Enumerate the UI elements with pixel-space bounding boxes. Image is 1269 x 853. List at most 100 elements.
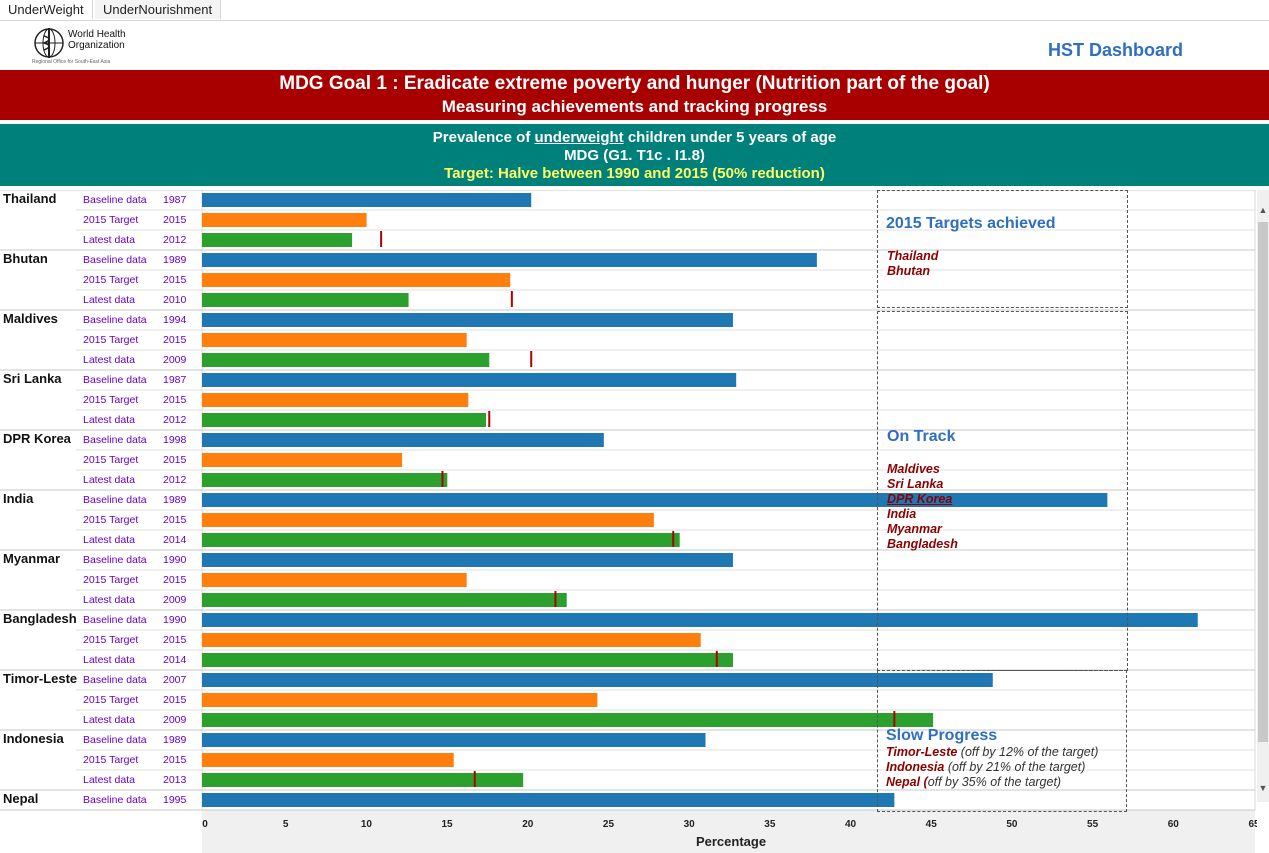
x-tick-label: 15: [442, 819, 454, 830]
scrollbar-thumb[interactable]: [1258, 222, 1268, 742]
row-year-label: 2012: [163, 234, 187, 246]
bar-target: [202, 633, 701, 647]
country-label: Sri Lanka: [3, 371, 62, 386]
row-type-label: Baseline data: [83, 314, 147, 326]
country-label: Maldives: [3, 311, 58, 326]
goal-subtitle: Measuring achievements and tracking prog…: [441, 97, 828, 116]
x-tick-label: 50: [1006, 819, 1018, 830]
row-type-label: 2015 Target: [83, 274, 138, 286]
row-year-label: 2015: [163, 754, 187, 766]
row-year-label: 2009: [163, 594, 187, 606]
row-year-label: 2012: [163, 474, 187, 486]
x-tick-label: 0: [202, 819, 208, 830]
row-year-label: 2015: [163, 214, 187, 226]
vertical-scrollbar[interactable]: ▲ ▼: [1257, 190, 1269, 802]
row-year-label: 2015: [163, 634, 187, 646]
bar-target: [202, 693, 598, 707]
row-year-label: 1987: [163, 374, 187, 386]
bar-baseline: [202, 193, 532, 207]
bar-latest: [202, 593, 567, 607]
row-type-label: 2015 Target: [83, 754, 138, 766]
country-label: Timor-Leste: [3, 671, 77, 686]
row-type-label: Baseline data: [83, 794, 147, 806]
row-year-label: 2015: [163, 514, 187, 526]
bar-latest: [202, 533, 680, 547]
bar-target: [202, 753, 454, 767]
x-tick-label: 25: [603, 819, 615, 830]
row-type-label: 2015 Target: [83, 394, 138, 406]
row-type-label: 2015 Target: [83, 454, 138, 466]
row-type-label: Latest data: [83, 354, 135, 366]
row-type-label: 2015 Target: [83, 574, 138, 586]
row-year-label: 1987: [163, 194, 187, 206]
panel-achieved-title: 2015 Targets achieved: [886, 215, 1056, 232]
tab-undernourishment[interactable]: UnderNourishment: [95, 0, 222, 19]
bar-baseline: [202, 433, 604, 447]
row-type-label: 2015 Target: [83, 514, 138, 526]
bar-baseline: [202, 733, 706, 747]
row-type-label: 2015 Target: [83, 214, 138, 226]
row-type-label: 2015 Target: [83, 634, 138, 646]
row-type-label: Baseline data: [83, 374, 147, 386]
panel-on-track-title: On Track: [887, 428, 956, 445]
row-type-label: Baseline data: [83, 494, 147, 506]
x-tick-label: 60: [1168, 819, 1180, 830]
row-year-label: 2015: [163, 334, 187, 346]
row-type-label: Latest data: [83, 474, 135, 486]
bar-baseline: [202, 793, 895, 807]
row-type-label: Baseline data: [83, 194, 147, 206]
row-year-label: 2015: [163, 454, 187, 466]
bar-baseline: [202, 493, 1108, 507]
bar-target: [202, 213, 367, 227]
row-year-label: 2009: [163, 354, 187, 366]
row-year-label: 2014: [163, 534, 187, 546]
country-label: Myanmar: [3, 551, 60, 566]
row-year-label: 2015: [163, 574, 187, 586]
bar-target: [202, 453, 403, 467]
bar-latest: [202, 713, 934, 727]
scroll-up-icon[interactable]: ▲: [1258, 205, 1268, 215]
label-column: [0, 190, 202, 810]
row-year-label: 1998: [163, 434, 187, 446]
bar-latest: [202, 233, 353, 247]
panel-slow: [877, 670, 1127, 812]
row-type-label: 2015 Target: [83, 334, 138, 346]
scroll-down-icon[interactable]: ▼: [1258, 783, 1268, 793]
bar-target: [202, 573, 467, 587]
x-tick-label: 10: [361, 819, 373, 830]
row-type-label: Latest data: [83, 654, 135, 666]
x-tick-label: 55: [1087, 819, 1099, 830]
bar-latest: [202, 773, 524, 787]
x-axis-title: Percentage: [696, 834, 766, 849]
row-type-label: 2015 Target: [83, 694, 138, 706]
row-year-label: 1990: [163, 554, 187, 566]
bar-target: [202, 333, 467, 347]
dashboard-title: HST Dashboard: [1048, 40, 1184, 60]
goal-title: MDG Goal 1 : Eradicate extreme poverty a…: [279, 73, 990, 94]
bar-target: [202, 513, 654, 527]
row-type-label: Baseline data: [83, 254, 147, 266]
x-tick-label: 35: [764, 819, 776, 830]
row-type-label: Latest data: [83, 414, 135, 426]
row-year-label: 2015: [163, 694, 187, 706]
row-year-label: 1995: [163, 794, 187, 806]
country-label: Indonesia: [3, 731, 64, 746]
bar-latest: [202, 413, 487, 427]
country-label: Bangladesh: [3, 611, 77, 626]
row-year-label: 1989: [163, 254, 187, 266]
who-logo: World Health Organization Regional Office…: [32, 26, 142, 66]
indicator-code: MDG (G1. T1c . I1.8): [564, 147, 705, 164]
bar-baseline: [202, 253, 817, 267]
tab-underweight[interactable]: UnderWeight: [0, 0, 93, 19]
panel-slow-title: Slow Progress: [886, 727, 998, 744]
bar-baseline: [202, 313, 733, 327]
indicator-title: Prevalence of underweight children under…: [432, 129, 837, 146]
row-type-label: Baseline data: [83, 614, 147, 626]
indicator-target: Target: Halve between 1990 and 2015 (50%…: [444, 165, 825, 182]
bar-latest: [202, 473, 448, 487]
goal-header: MDG Goal 1 : Eradicate extreme poverty a…: [0, 70, 1269, 120]
indicator-header: Prevalence of underweight children under…: [0, 124, 1269, 186]
row-type-label: Latest data: [83, 714, 135, 726]
row-year-label: 2014: [163, 654, 187, 666]
